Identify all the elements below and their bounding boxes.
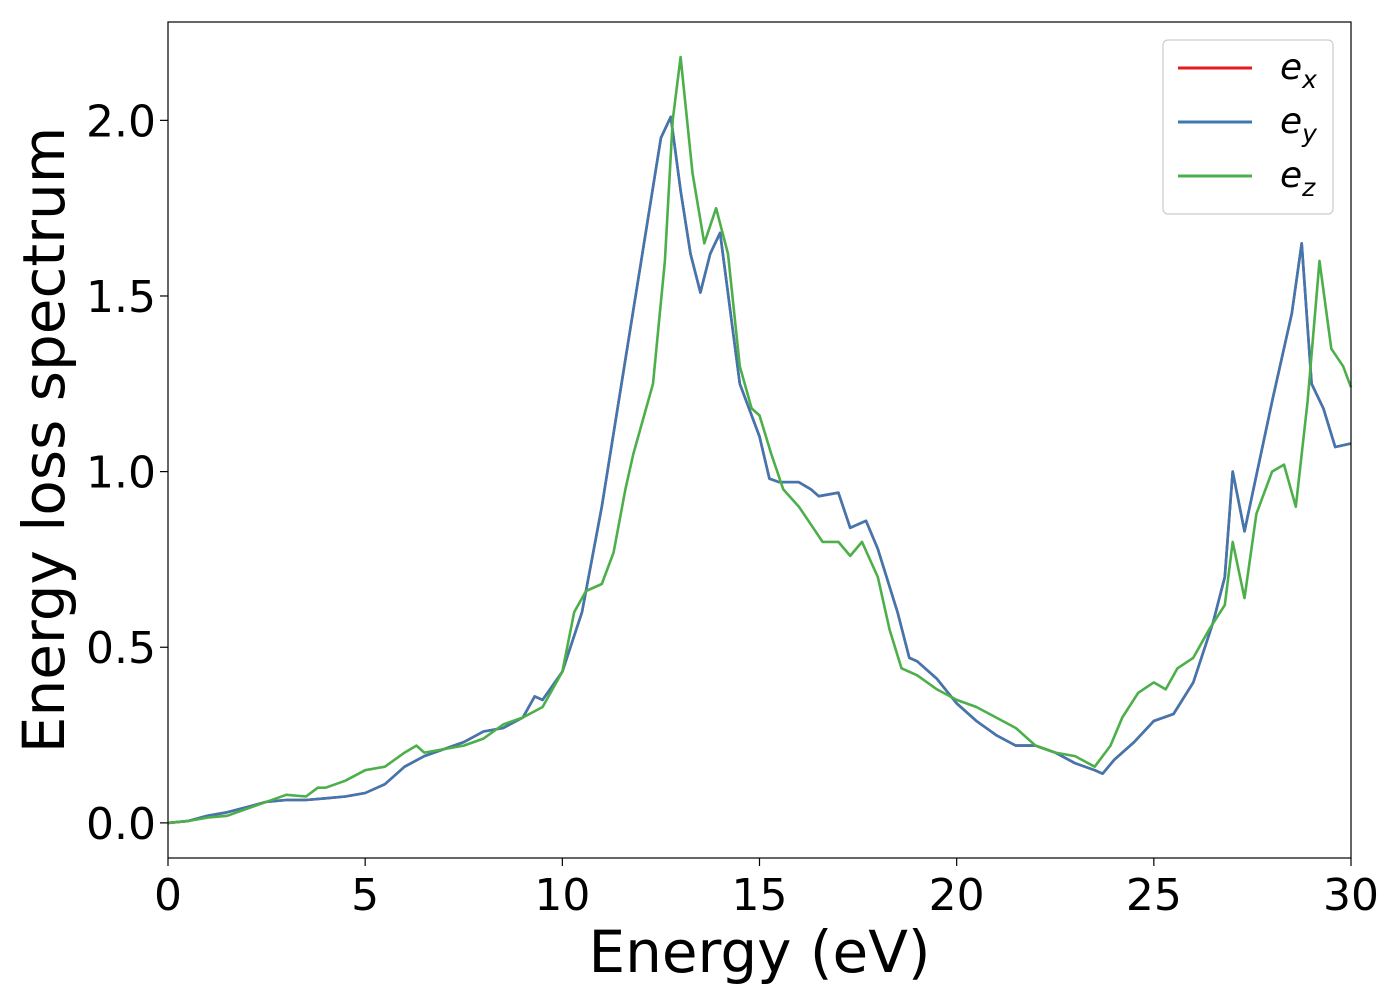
series-line-ez	[167, 55, 1353, 825]
legend-label-base: e	[1280, 155, 1302, 196]
legend-box	[1162, 39, 1334, 215]
series-line-ey	[167, 115, 1352, 825]
x-tick-label: 10	[534, 870, 590, 921]
y-tick-label: 2.0	[86, 96, 156, 147]
legend-label: ey	[1280, 101, 1318, 148]
series-line-ex	[167, 115, 1352, 825]
y-tick-label: 1.0	[86, 448, 156, 499]
legend-label-subscript: x	[1301, 65, 1317, 94]
legend-label: ez	[1280, 155, 1316, 202]
x-tick-label: 15	[732, 870, 788, 921]
x-tick-label: 25	[1126, 870, 1182, 921]
x-axis-title: Energy (eV)	[588, 918, 930, 986]
legend-label-base: e	[1280, 101, 1302, 142]
x-tick-label: 5	[351, 870, 379, 921]
y-axis: 0.0 0.5 1.0 1.5 2.0	[86, 96, 168, 850]
legend-label-subscript: z	[1301, 173, 1316, 202]
x-tick-label: 20	[929, 870, 985, 921]
plot-lines	[167, 55, 1353, 825]
legend-label-subscript: y	[1301, 119, 1318, 148]
x-axis: 0 5 10 15 20 25 30	[154, 858, 1379, 921]
x-tick-label: 30	[1323, 870, 1379, 921]
legend-label-base: e	[1280, 47, 1302, 88]
y-tick-label: 0.0	[86, 799, 156, 850]
y-tick-label: 0.5	[86, 623, 156, 674]
x-tick-label: 0	[154, 870, 182, 921]
y-tick-label: 1.5	[86, 272, 156, 323]
y-axis-title: Energy loss spectrum	[10, 127, 78, 753]
legend-label: ex	[1280, 47, 1317, 94]
